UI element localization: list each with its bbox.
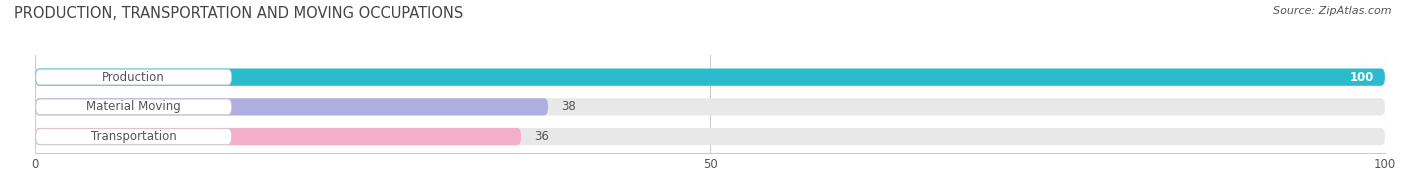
FancyBboxPatch shape <box>35 99 232 115</box>
Text: Source: ZipAtlas.com: Source: ZipAtlas.com <box>1274 6 1392 16</box>
FancyBboxPatch shape <box>35 69 1385 86</box>
FancyBboxPatch shape <box>35 98 548 115</box>
FancyBboxPatch shape <box>35 128 1385 145</box>
Text: Production: Production <box>103 71 165 84</box>
Text: Transportation: Transportation <box>91 130 177 143</box>
FancyBboxPatch shape <box>35 69 1385 86</box>
FancyBboxPatch shape <box>35 128 522 145</box>
FancyBboxPatch shape <box>35 98 1385 115</box>
Text: 100: 100 <box>1350 71 1374 84</box>
Text: 38: 38 <box>561 100 576 113</box>
FancyBboxPatch shape <box>35 129 232 144</box>
Text: PRODUCTION, TRANSPORTATION AND MOVING OCCUPATIONS: PRODUCTION, TRANSPORTATION AND MOVING OC… <box>14 6 464 21</box>
FancyBboxPatch shape <box>35 69 232 85</box>
Text: 36: 36 <box>534 130 550 143</box>
Text: Material Moving: Material Moving <box>86 100 181 113</box>
